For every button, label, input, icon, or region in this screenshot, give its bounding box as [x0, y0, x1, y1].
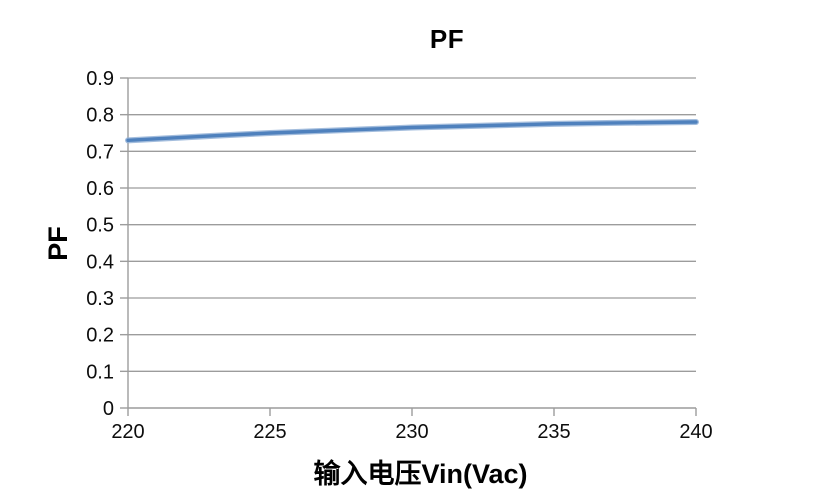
- y-tick-label: 0.9: [86, 68, 114, 90]
- series-line-halo: [125, 119, 699, 144]
- y-tick-label: 0.5: [86, 215, 114, 237]
- x-tick-label: 220: [111, 421, 144, 443]
- series-line-pf: [126, 120, 698, 143]
- ticks-group: [120, 77, 697, 416]
- y-tick-label: 0.3: [86, 288, 114, 310]
- chart-title: PF: [429, 24, 465, 54]
- series-lines-group: [125, 119, 699, 144]
- x-tick-label: 225: [253, 421, 286, 443]
- y-tick-label: 0: [103, 398, 114, 420]
- y-tick-label: 0.1: [86, 361, 114, 383]
- y-tick-label: 0.7: [86, 141, 114, 163]
- tick-labels-group: 0 0.1 0.2 0.3 0.4 0.5 0.6 0.7 0.8 0.9 220 225 230 235…: [86, 68, 713, 443]
- y-tick-label: 0.8: [86, 105, 114, 127]
- x-axis-title: 输入电压Vin(Vac): [313, 459, 528, 489]
- x-tick-label: 230: [395, 421, 428, 443]
- gridlines-group: [128, 77, 696, 372]
- x-tick-label: 235: [537, 421, 570, 443]
- x-tick-label: 240: [679, 421, 712, 443]
- y-tick-label: 0.6: [86, 178, 114, 200]
- y-tick-label: 0.4: [86, 251, 114, 273]
- y-tick-label: 0.2: [86, 325, 114, 347]
